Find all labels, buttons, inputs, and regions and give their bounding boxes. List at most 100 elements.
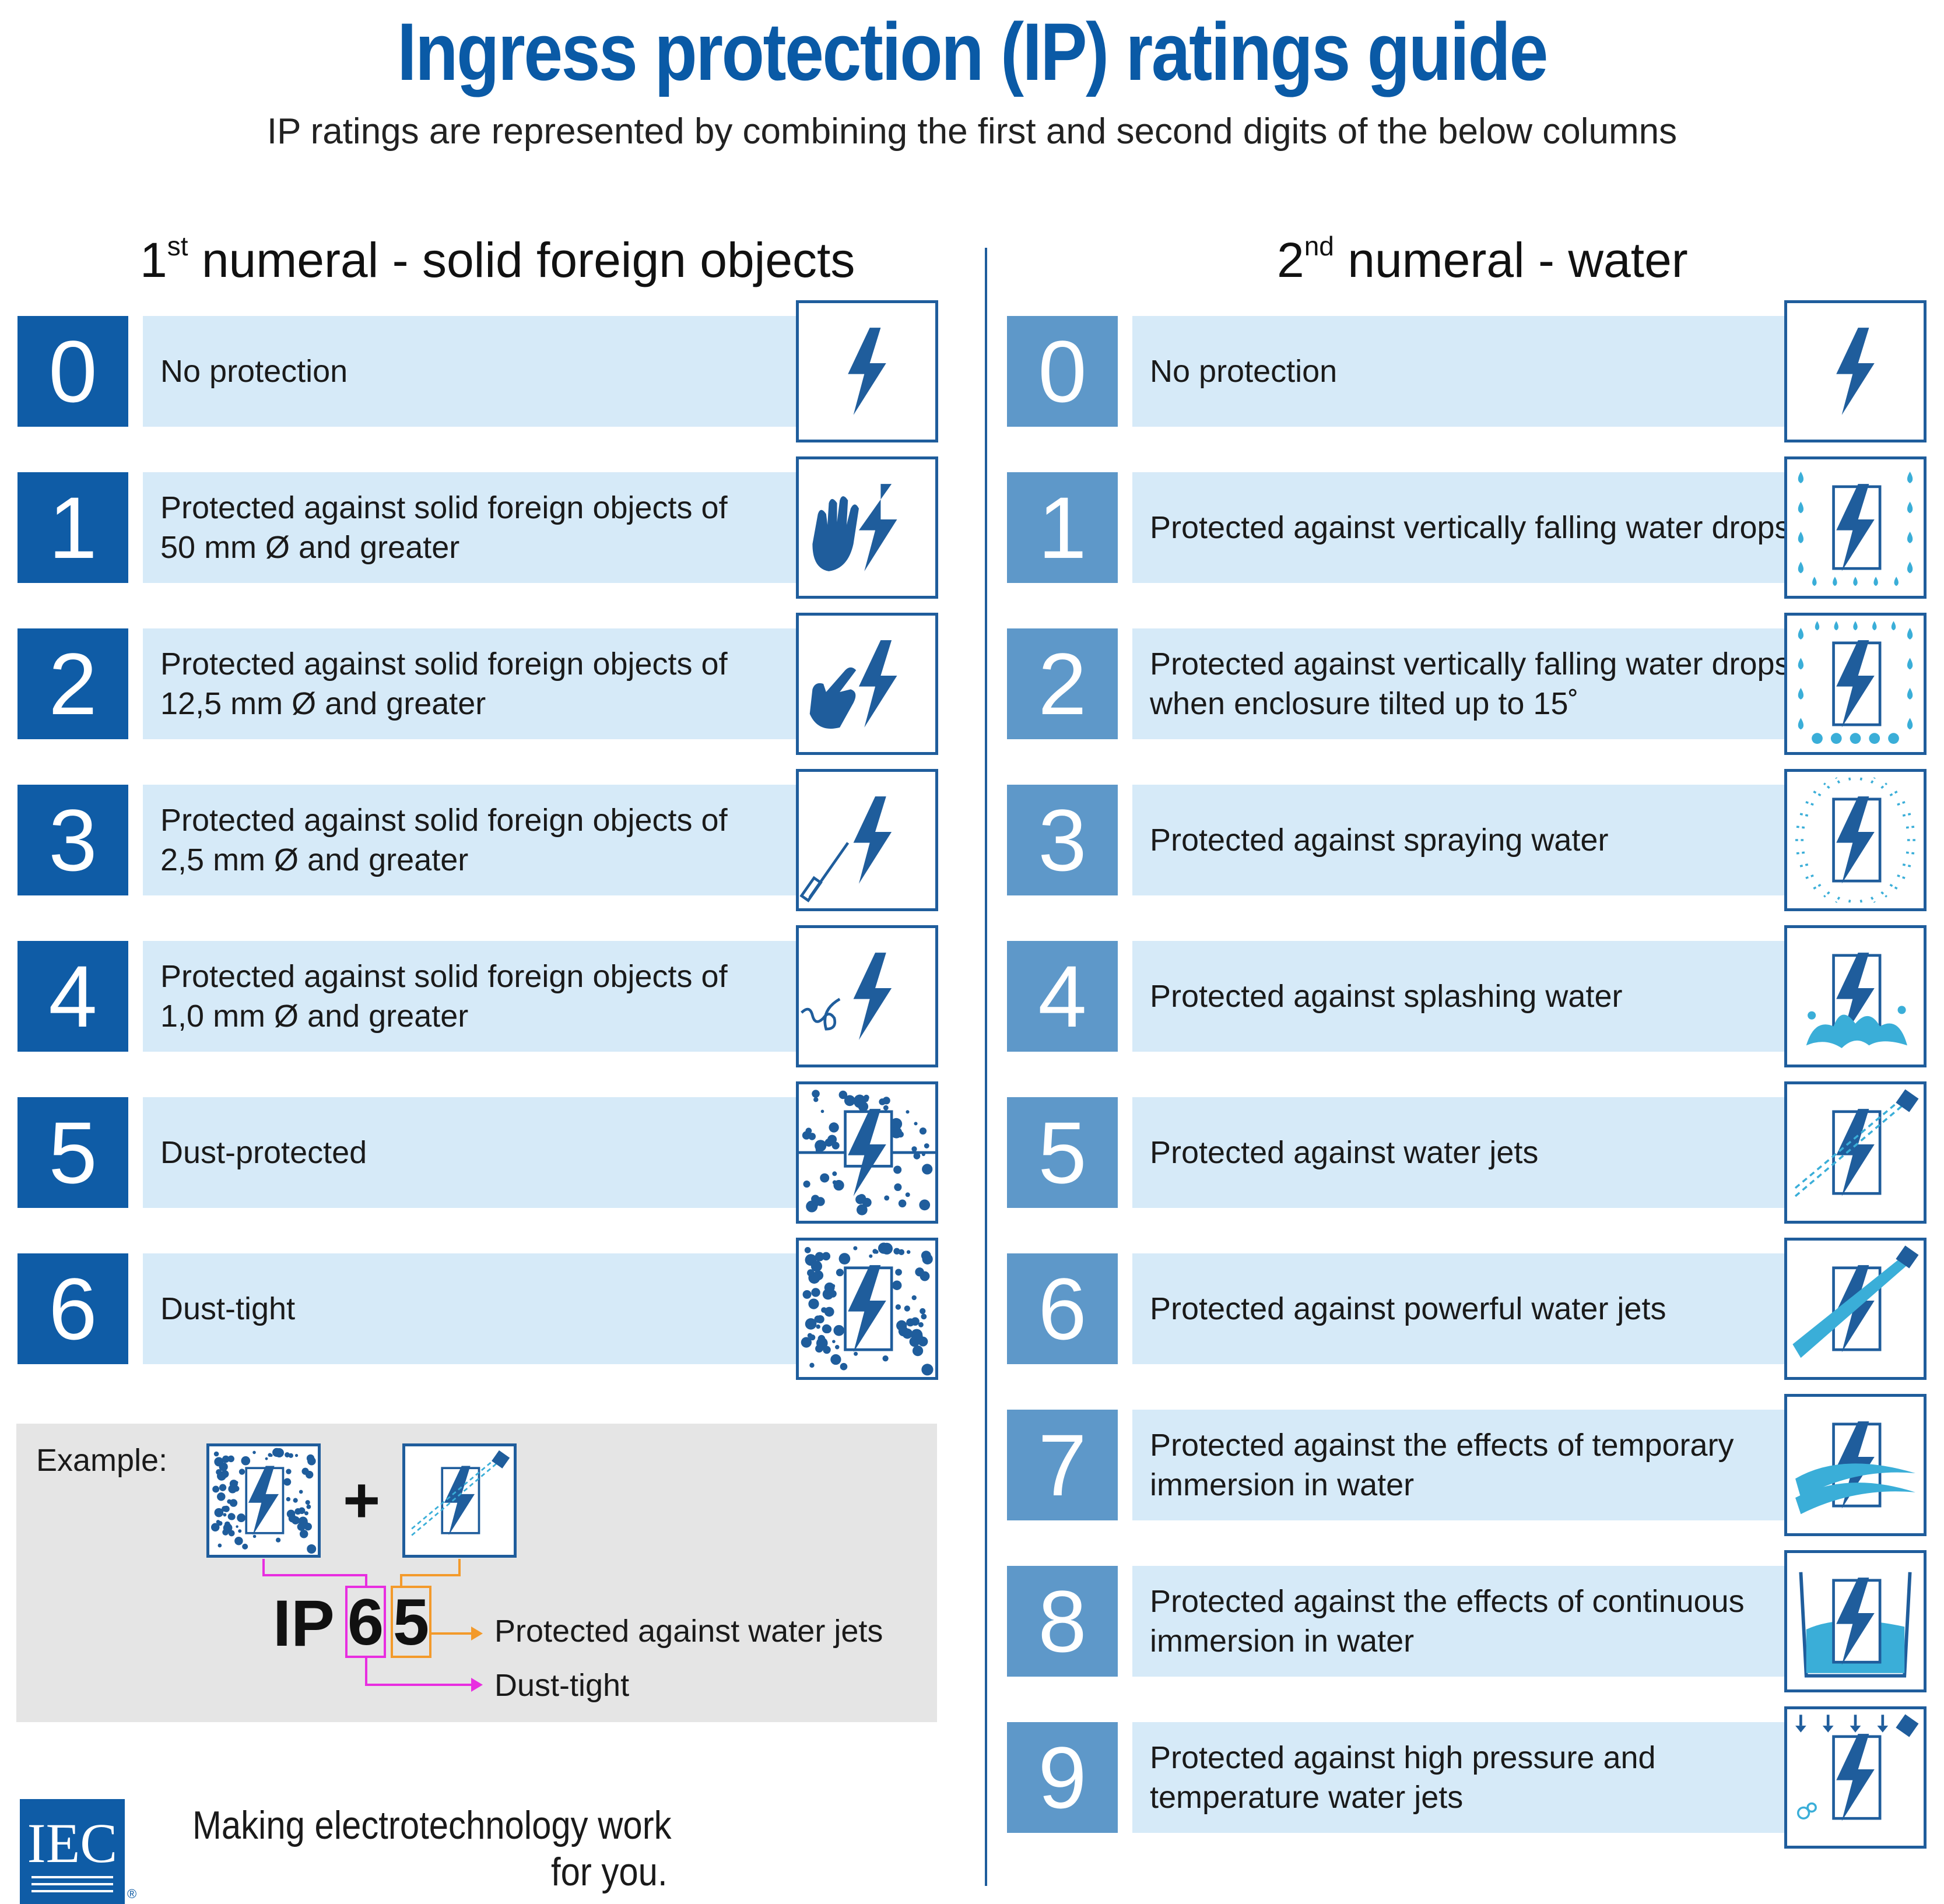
high-pressure-jet-icon bbox=[1784, 1706, 1927, 1849]
description-line-1: Protected against the effects of continu… bbox=[1150, 1584, 1745, 1619]
water-heading-text: numeral - water bbox=[1334, 233, 1688, 287]
finger-icon bbox=[796, 613, 938, 755]
wire-icon bbox=[796, 925, 938, 1067]
water-heading-ordinal: 2 bbox=[1277, 233, 1304, 287]
water-jet-icon bbox=[1784, 1081, 1927, 1224]
water-description-5: Protected against water jets bbox=[1132, 1097, 1803, 1208]
water-digit-4: 4 bbox=[1007, 941, 1118, 1052]
bolt-icon bbox=[796, 300, 938, 442]
description-line-2: 12,5 mm Ø and greater bbox=[160, 686, 486, 721]
description-line-1: No protection bbox=[160, 354, 348, 389]
bolt-icon bbox=[1784, 300, 1927, 442]
water-row-7: 7 Protected against the effects of tempor… bbox=[1007, 1394, 1927, 1536]
water-digit-8: 8 bbox=[1007, 1566, 1118, 1677]
description-line-2: 50 mm Ø and greater bbox=[160, 530, 460, 565]
description-line-1: Protected against splashing water bbox=[1150, 979, 1623, 1014]
water-digit-2: 2 bbox=[1007, 628, 1118, 739]
plus-sign: + bbox=[343, 1464, 381, 1536]
water-description-9: Protected against high pressure and tempe… bbox=[1132, 1722, 1803, 1833]
solids-column-heading: 1st numeral - solid foreign objects bbox=[140, 232, 855, 289]
solids-description-6: Dust-tight bbox=[143, 1253, 813, 1364]
solids-description-0: No protection bbox=[143, 316, 813, 427]
water-description-8: Protected against the effects of continu… bbox=[1132, 1566, 1803, 1677]
description-line-2: 2,5 mm Ø and greater bbox=[160, 842, 469, 877]
water-row-9: 9 Protected against high pressure and temp… bbox=[1007, 1706, 1927, 1849]
water-row-2: 2 Protected against vertically falling wa… bbox=[1007, 613, 1927, 755]
screwdriver-icon bbox=[796, 769, 938, 911]
water-digit-0: 0 bbox=[1007, 316, 1118, 427]
solids-description-1: Protected against solid foreign objects … bbox=[143, 472, 813, 583]
water-description-1: Protected against vertically falling wat… bbox=[1132, 472, 1803, 583]
water-digit-1: 1 bbox=[1007, 472, 1118, 583]
solids-digit-1: 1 bbox=[17, 472, 128, 583]
description-line-1: Protected against vertically falling wat… bbox=[1150, 510, 1791, 545]
spray-icon bbox=[1784, 769, 1927, 911]
dust-tight-icon bbox=[796, 1238, 938, 1380]
vertical-drops-icon bbox=[1784, 456, 1927, 599]
solids-row-0: 0 No protection bbox=[17, 300, 938, 442]
description-line-1: Protected against vertically falling wat… bbox=[1150, 647, 1791, 681]
water-description-3: Protected against spraying water bbox=[1132, 785, 1803, 895]
hand-icon bbox=[796, 456, 938, 599]
water-digit-7: 7 bbox=[1007, 1410, 1118, 1520]
water-heading-suffix: nd bbox=[1304, 231, 1334, 261]
solids-row-1: 1 Protected against solid foreign objects… bbox=[17, 456, 938, 599]
example-dust-tight-icon bbox=[206, 1443, 321, 1558]
first-digit-box: 6 bbox=[345, 1586, 386, 1659]
solids-digit-4: 4 bbox=[17, 941, 128, 1052]
solids-heading-suffix: st bbox=[167, 231, 188, 261]
water-row-0: 0 No protection bbox=[1007, 300, 1927, 442]
solids-row-4: 4 Protected against solid foreign objects… bbox=[17, 925, 938, 1067]
example-water-jet-icon bbox=[402, 1443, 517, 1558]
description-line-2: immersion in water bbox=[1150, 1467, 1415, 1502]
iec-logo-text: IEC bbox=[27, 1812, 118, 1874]
solids-description-3: Protected against solid foreign objects … bbox=[143, 785, 813, 895]
page-subtitle: IP ratings are represented by combining … bbox=[266, 111, 1678, 152]
solids-row-3: 3 Protected against solid foreign objects… bbox=[17, 769, 938, 911]
second-digit-box: 5 bbox=[391, 1586, 431, 1659]
solids-description-5: Dust-protected bbox=[143, 1097, 813, 1208]
water-row-4: 4 Protected against splashing water bbox=[1007, 925, 1927, 1067]
solids-description-2: Protected against solid foreign objects … bbox=[143, 628, 813, 739]
water-row-6: 6 Protected against powerful water jets bbox=[1007, 1238, 1927, 1380]
water-description-2: Protected against vertically falling wat… bbox=[1132, 628, 1803, 739]
water-description-7: Protected against the effects of tempora… bbox=[1132, 1410, 1803, 1520]
iec-logo: IEC bbox=[20, 1799, 125, 1904]
description-line-1: Protected against solid foreign objects … bbox=[160, 803, 728, 838]
solids-heading-text: numeral - solid foreign objects bbox=[188, 233, 855, 287]
iec-logo-lines bbox=[31, 1876, 113, 1892]
column-divider bbox=[985, 248, 987, 1886]
water-column-heading: 2nd numeral - water bbox=[1277, 232, 1688, 289]
description-line-1: Protected against the effects of tempora… bbox=[1150, 1428, 1734, 1463]
solids-row-5: 5 Dust-protected bbox=[17, 1081, 938, 1224]
description-line-1: Protected against solid foreign objects … bbox=[160, 490, 728, 525]
solids-digit-5: 5 bbox=[17, 1097, 128, 1208]
example-panel: Example: + IP 6 5 Protected against wate… bbox=[16, 1424, 937, 1722]
description-line-1: Protected against spraying water bbox=[1150, 823, 1609, 858]
description-line-1: Protected against solid foreign objects … bbox=[160, 959, 728, 994]
description-line-1: Protected against powerful water jets bbox=[1150, 1291, 1666, 1326]
description-line-2: 1,0 mm Ø and greater bbox=[160, 999, 469, 1034]
water-row-8: 8 Protected against the effects of contin… bbox=[1007, 1550, 1927, 1692]
description-line-2: when enclosure tilted up to 15˚ bbox=[1150, 686, 1579, 721]
water-row-5: 5 Protected against water jets bbox=[1007, 1081, 1927, 1224]
description-line-1: Dust-tight bbox=[160, 1291, 296, 1326]
description-line-1: Protected against high pressure and bbox=[1150, 1740, 1656, 1775]
water-description-4: Protected against splashing water bbox=[1132, 941, 1803, 1052]
description-line-1: Protected against water jets bbox=[1150, 1135, 1539, 1170]
ip-prefix: IP bbox=[273, 1587, 335, 1660]
temporary-immersion-icon bbox=[1784, 1394, 1927, 1536]
description-line-1: Protected against solid foreign objects … bbox=[160, 647, 728, 681]
description-line-1: No protection bbox=[1150, 354, 1338, 389]
water-digit-9: 9 bbox=[1007, 1722, 1118, 1833]
solids-heading-ordinal: 1 bbox=[140, 233, 167, 287]
dust-protected-icon bbox=[796, 1081, 938, 1224]
solids-digit-6: 6 bbox=[17, 1253, 128, 1364]
description-line-2: temperature water jets bbox=[1150, 1780, 1464, 1815]
tagline-line-2: for you. bbox=[551, 1850, 668, 1894]
page-title: Ingress protection (IP) ratings guide bbox=[397, 6, 1548, 97]
water-row-3: 3 Protected against spraying water bbox=[1007, 769, 1927, 911]
example-label: Example: bbox=[36, 1443, 168, 1478]
water-description-6: Protected against powerful water jets bbox=[1132, 1253, 1803, 1364]
solids-row-2: 2 Protected against solid foreign objects… bbox=[17, 613, 938, 755]
